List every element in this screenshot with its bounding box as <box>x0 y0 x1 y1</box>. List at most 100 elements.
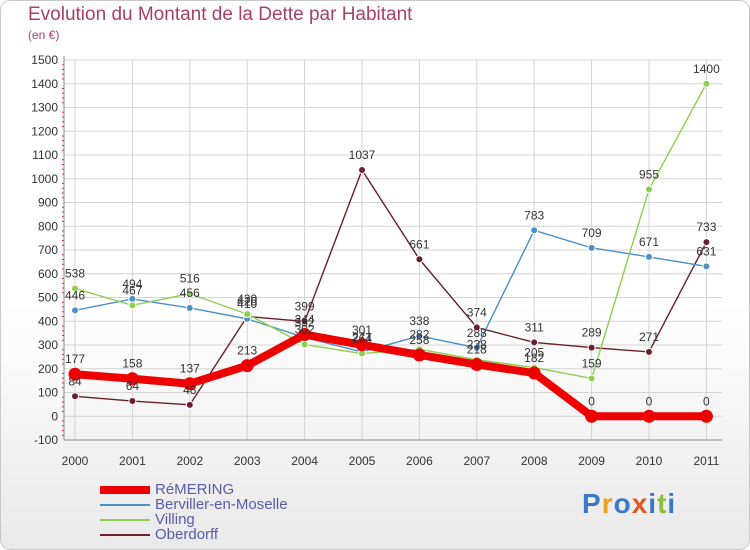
legend-label-villing: Villing <box>155 511 195 528</box>
data-label: 137 <box>180 362 200 376</box>
legend-label-remering: RéMERING <box>155 481 235 498</box>
data-point <box>587 243 596 252</box>
data-point <box>530 338 539 347</box>
legend-label-oberdorff: Oberdorff <box>155 526 219 543</box>
data-label: 159 <box>582 356 602 370</box>
data-point <box>472 343 481 352</box>
data-point <box>702 238 711 247</box>
x-tick-label: 2009 <box>578 454 605 468</box>
logo-letter: x <box>631 488 649 519</box>
data-label: 456 <box>180 286 200 300</box>
data-point <box>355 338 369 352</box>
series-line-3 <box>71 330 711 421</box>
data-label: 271 <box>639 330 659 344</box>
data-label: 344 <box>295 313 315 327</box>
data-point <box>71 306 79 315</box>
data-label: 158 <box>122 357 142 371</box>
data-label: 0 <box>703 394 710 408</box>
logo-letter: t <box>657 488 668 519</box>
data-point <box>240 359 254 373</box>
legend-label-berviller: Berviller-en-Moselle <box>155 496 288 513</box>
data-point <box>702 79 711 88</box>
data-point <box>699 409 713 423</box>
y-tick-label: 200 <box>38 362 58 376</box>
x-tick-label: 2004 <box>291 454 318 468</box>
data-point <box>530 226 539 235</box>
data-point <box>415 255 424 264</box>
y-tick-label: 1200 <box>31 124 58 138</box>
data-label: 671 <box>639 235 659 249</box>
data-label: 271 <box>352 330 372 344</box>
y-tick-label: 900 <box>38 196 58 210</box>
data-point <box>702 262 711 271</box>
data-label: 84 <box>68 374 82 388</box>
data-label: 289 <box>582 326 602 340</box>
y-tick-label: 800 <box>38 219 58 233</box>
data-point <box>68 367 82 381</box>
x-tick-label: 2010 <box>636 454 663 468</box>
data-label: 631 <box>696 244 716 258</box>
y-tick-label: 300 <box>38 338 58 352</box>
data-point <box>185 303 194 312</box>
data-label: 213 <box>237 344 257 358</box>
data-label: 1037 <box>349 148 376 162</box>
x-tick-label: 2001 <box>119 454 146 468</box>
y-tick-label: 100 <box>38 386 58 400</box>
data-point <box>128 397 137 406</box>
y-tick-label: 1100 <box>32 148 58 162</box>
series-line-1 <box>74 229 708 353</box>
data-point <box>183 377 197 391</box>
y-tick-label: 1500 <box>31 53 58 67</box>
y-tick-label: 1400 <box>31 77 58 91</box>
data-label: 516 <box>180 272 200 286</box>
data-label: 374 <box>467 305 487 319</box>
data-label: 64 <box>126 379 140 393</box>
logo-letter: i <box>667 488 677 519</box>
data-point <box>472 323 481 332</box>
data-label: 399 <box>295 299 315 313</box>
y-tick-label: 1300 <box>31 101 58 115</box>
data-point <box>71 392 79 401</box>
x-tick-label: 2011 <box>693 454 719 468</box>
data-label: 258 <box>409 333 429 347</box>
data-point <box>298 328 312 342</box>
data-point <box>412 348 426 362</box>
data-label: 420 <box>237 295 257 309</box>
data-point <box>645 185 653 194</box>
data-label: 205 <box>524 346 544 360</box>
data-point <box>243 310 252 319</box>
data-point <box>587 374 596 383</box>
x-tick-label: 2007 <box>463 454 490 468</box>
logo-letter: P <box>582 488 602 519</box>
data-label: 955 <box>639 167 659 181</box>
data-label: 446 <box>65 288 85 302</box>
data-label: 410 <box>237 297 257 311</box>
series-line-2 <box>74 83 708 380</box>
data-point <box>645 347 653 356</box>
data-label: 301 <box>352 323 372 337</box>
y-tick-label: 1000 <box>31 172 58 186</box>
y-tick-label: 400 <box>38 314 58 328</box>
data-point <box>185 400 194 409</box>
chart-title: Evolution du Montant de la Dette par Hab… <box>28 4 413 25</box>
data-point <box>645 252 653 261</box>
data-label: 709 <box>582 226 602 240</box>
data-point <box>470 357 484 371</box>
data-point <box>128 301 137 310</box>
data-label: 182 <box>524 351 544 365</box>
x-tick-label: 2008 <box>521 454 548 468</box>
data-point <box>125 372 139 386</box>
x-tick-label: 2002 <box>176 454 203 468</box>
data-label: 467 <box>122 283 142 297</box>
data-label: 288 <box>467 326 487 340</box>
legend-swatch-remering <box>100 486 150 494</box>
data-label: 538 <box>65 266 85 280</box>
logo-letter: r <box>601 488 614 519</box>
legend-swatch-berviller <box>100 504 150 506</box>
y-tick-label: 600 <box>38 267 58 281</box>
data-label: 48 <box>183 383 197 397</box>
logo-letter: o <box>613 488 632 519</box>
data-labels: 84 64 48 420 399 1037 661 374 311 289 271 733 446 494… <box>65 62 720 409</box>
